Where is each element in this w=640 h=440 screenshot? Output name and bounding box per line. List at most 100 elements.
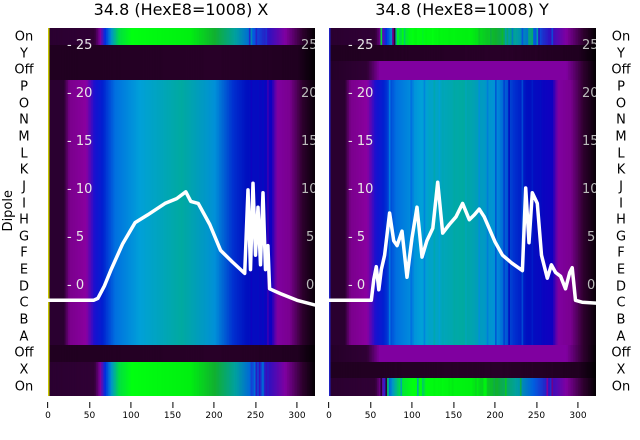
heatmap-cell (378, 28, 381, 45)
heatmap-cell (268, 45, 271, 80)
heatmap-cell (471, 362, 474, 378)
heatmap-cell (298, 80, 301, 345)
heatmap-cell (298, 28, 301, 45)
heatmap-cell (483, 345, 486, 362)
heatmap-cell (69, 80, 72, 345)
heatmap-cell (563, 378, 566, 396)
heatmap-cell (574, 345, 577, 362)
heatmap-cell (554, 80, 557, 345)
heatmap-cell (563, 45, 566, 61)
heatmap-cell (426, 362, 429, 378)
heatmap-cell (584, 28, 587, 45)
heatmap-cell (586, 378, 589, 396)
heatmap-cell (165, 80, 168, 345)
heatmap-cell (383, 80, 386, 345)
heatmap-cell (578, 362, 581, 378)
heatmap-cell (335, 28, 338, 45)
xtick-label: 300 (569, 411, 587, 421)
heatmap-cell (365, 362, 368, 378)
heatmap-cell (543, 80, 546, 345)
heatmap-cell (357, 45, 360, 61)
heatmap-cell (243, 45, 246, 80)
heatmap-cell (534, 61, 537, 80)
heatmap-cell (94, 80, 97, 345)
heatmap-cell (578, 378, 581, 396)
heatmap-cell (564, 45, 567, 61)
heatmap-cell (382, 45, 385, 61)
heatmap-cell (92, 80, 95, 345)
heatmap-cell (235, 345, 238, 362)
heatmap-cell (473, 362, 476, 378)
heatmap-cell (51, 45, 54, 80)
heatmap-cell (534, 45, 537, 61)
heatmap-cell (466, 345, 469, 362)
heatmap-cell (425, 378, 428, 396)
heatmap-cell (393, 80, 396, 345)
overlay-ytick-label: - 25 (348, 38, 373, 53)
row-label: X (19, 362, 29, 378)
heatmap-cell (71, 345, 74, 362)
heatmap-cell (81, 80, 84, 345)
heatmap-cell (360, 362, 363, 378)
heatmap-cell (338, 80, 342, 345)
xtick-label: 300 (288, 411, 306, 421)
heatmap-cell (49, 45, 52, 80)
heatmap-cell (185, 45, 188, 80)
heatmap-cell (257, 362, 260, 396)
heatmap-cell (142, 45, 145, 80)
heatmap-cell (64, 362, 67, 396)
heatmap-cell (292, 45, 295, 80)
heatmap-cell (368, 362, 371, 378)
heatmap-cell (268, 28, 271, 45)
heatmap-cell (257, 345, 260, 362)
heatmap-cell (345, 80, 348, 345)
heatmap-cell (415, 345, 418, 362)
heatmap-cell (92, 45, 95, 80)
heatmap-cell (247, 362, 250, 396)
heatmap-cell (77, 362, 80, 396)
heatmap-cell (410, 80, 413, 345)
heatmap-cell (481, 45, 484, 61)
heatmap-cell (277, 45, 280, 80)
heatmap-cell (428, 378, 431, 396)
xtick: 0 (45, 402, 51, 421)
heatmap-cell (483, 28, 486, 45)
heatmap-cell (84, 345, 87, 362)
heatmap-cell (569, 362, 572, 378)
heatmap-cell (218, 28, 222, 45)
heatmap-cell (142, 28, 145, 45)
heatmap-cell (563, 345, 566, 362)
heatmap-cell (117, 45, 120, 80)
heatmap-cell (594, 362, 596, 378)
heatmap-cell (169, 28, 172, 45)
heatmap-cell (405, 362, 408, 378)
heatmap-cell (441, 378, 444, 396)
heatmap-cell (59, 80, 62, 345)
heatmap-cell (285, 28, 288, 45)
heatmap-cell (529, 45, 532, 61)
heatmap-cell (308, 45, 311, 80)
heatmap-cell (536, 45, 539, 61)
heatmap-cell (332, 345, 335, 362)
xtick-mark (453, 402, 454, 408)
heatmap-cell (102, 362, 105, 396)
heatmap-cell (182, 345, 185, 362)
heatmap-cell (145, 345, 148, 362)
overlay-line (329, 180, 596, 305)
heatmap-cell (558, 61, 561, 80)
heatmap-cell (496, 378, 499, 396)
heatmap-cell (563, 80, 566, 345)
heatmap-cell (343, 345, 346, 362)
heatmap-cell (443, 80, 446, 345)
heatmap-cell (546, 362, 549, 378)
row-label: N (19, 112, 29, 128)
heatmap-cell (159, 362, 162, 396)
heatmap-cell (129, 345, 132, 362)
heatmap-cell (330, 28, 333, 45)
heatmap-cell (421, 45, 425, 61)
heatmap-cell (365, 345, 368, 362)
heatmap-cell (363, 362, 366, 378)
heatmap-cell (485, 45, 488, 61)
heatmap-cell (127, 362, 130, 396)
heatmap-cell (270, 45, 273, 80)
